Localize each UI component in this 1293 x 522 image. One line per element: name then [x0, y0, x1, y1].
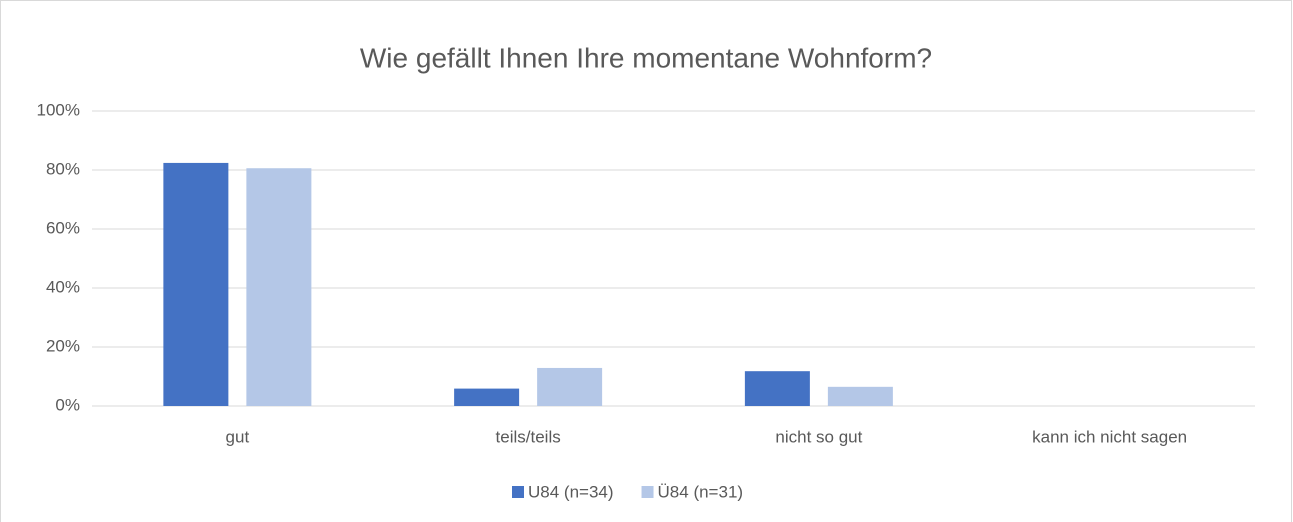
x-tick-label: nicht so gut [775, 427, 862, 446]
y-tick-label: 80% [46, 159, 80, 178]
bar [246, 168, 312, 406]
legend-label: U84 (n=34) [528, 482, 614, 501]
chart-title: Wie gefällt Ihnen Ihre momentane Wohnfor… [360, 42, 932, 73]
bar [537, 367, 603, 406]
x-tick-label: gut [226, 427, 250, 446]
bar [454, 388, 520, 406]
bar [827, 386, 893, 406]
y-tick-label: 20% [46, 336, 80, 355]
y-tick-label: 40% [46, 277, 80, 296]
x-tick-label: kann ich nicht sagen [1032, 427, 1187, 446]
y-tick-label: 60% [46, 218, 80, 237]
y-tick-label: 0% [55, 395, 80, 414]
x-tick-label: teils/teils [496, 427, 561, 446]
legend-swatch [512, 486, 524, 498]
y-tick-label: 100% [37, 100, 80, 119]
bar [163, 162, 229, 406]
legend-label: Ü84 (n=31) [658, 482, 744, 501]
bar [744, 371, 810, 406]
legend-swatch [641, 486, 654, 498]
